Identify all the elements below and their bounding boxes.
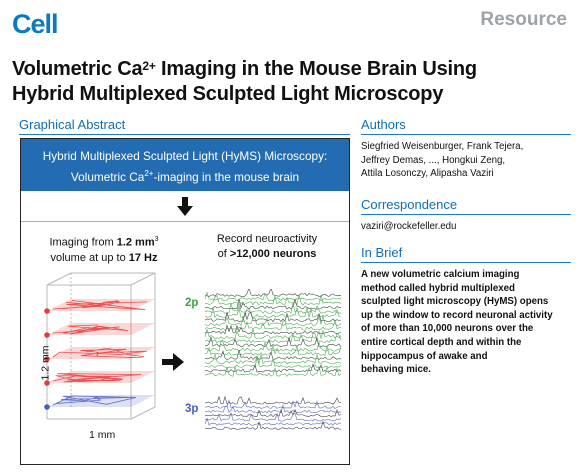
title-line-1: Volumetric Ca2+ Imaging in the Mouse Bra… [12,58,477,80]
banner-line-1: Hybrid Multiplexed Sculpted Light (HyMS)… [42,149,328,163]
beam-focus-dot [44,308,50,314]
depth-label: 1.2 mm [39,345,52,381]
activity-trace [205,357,342,369]
plane-scan-path [52,300,147,311]
activity-trace [205,332,342,344]
three-photon-traces [205,395,342,430]
beam-focus-dot [44,332,50,338]
journal-logo: Cell [12,9,59,39]
in-brief-rule [361,262,571,263]
imaging-volume-cube [44,272,156,420]
activity-trace [205,395,342,405]
activity-trace [205,328,342,340]
correspondence-section: Correspondence vaziri@rockefeller.edu [361,197,571,234]
activity-trace [205,411,342,422]
beam-focus-dot [44,356,50,362]
graphical-abstract-heading: Graphical Abstract [19,117,126,132]
activity-trace [205,311,342,323]
title-line-2: Hybrid Multiplexed Sculpted Light Micros… [12,83,444,105]
banner-line-2: Volumetric Ca2+-imaging in the mouse bra… [70,169,300,184]
two-photon-label: 2p [185,297,199,309]
paper-title: Volumetric Ca2+ Imaging in the Mouse Bra… [12,57,577,107]
activity-trace [205,420,342,430]
activity-trace [205,315,342,327]
activity-trace [205,289,342,298]
activity-trace [205,399,341,409]
activity-trace [205,291,342,302]
authors-list: Siegfried Weisenburger, Frank Tejera, Je… [361,141,524,179]
beam-focus-dot [44,404,50,410]
activity-trace [205,403,342,414]
article-type-label: Resource [480,9,567,30]
plane-scan-path [52,373,142,383]
activity-trace [205,294,342,306]
authors-rule [361,134,571,135]
figure-divider [21,221,349,222]
authors-section: Authors Siegfried Weisenburger, Frank Te… [361,117,571,181]
correspondence-email[interactable]: vaziri@rockefeller.edu [361,221,457,232]
imaging-planes [44,299,155,410]
graphical-abstract-figure: Hybrid Multiplexed Sculpted Light (HyMS)… [20,138,350,465]
correspondence-rule [361,214,571,215]
down-arrow-icon [177,197,193,216]
plane-scan-path [52,347,147,359]
three-photon-label: 3p [185,403,199,415]
imaging-volume-text: Imaging from 1.2 mm3 volume at up to 17 … [49,236,159,264]
activity-trace [205,302,342,314]
beam-focus-dot [44,380,50,386]
record-neurons-text: Record neuroactivity of >12,000 neurons [216,233,318,260]
plane-scan-path [52,324,128,335]
activity-trace [205,318,342,331]
plane-scan-path [52,395,137,406]
width-label: 1 mm [89,429,116,441]
in-brief-section: In Brief A new volumetric calcium imagin… [361,245,571,377]
graphical-abstract-rule [19,134,350,135]
activity-trace [205,344,342,356]
correspondence-heading: Correspondence [361,197,458,212]
activity-trace [205,353,342,365]
activity-trace [205,363,342,373]
figure-banner: Hybrid Multiplexed Sculpted Light (HyMS)… [21,139,349,191]
authors-heading: Authors [361,117,406,132]
activity-trace [205,408,342,418]
two-photon-traces [205,289,342,377]
neural-activity-traces [205,289,342,430]
in-brief-text: A new volumetric calcium imaging method … [361,269,553,376]
activity-trace [205,340,342,352]
activity-trace [205,366,342,377]
activity-trace [205,417,342,426]
right-arrow-icon [162,353,184,371]
in-brief-heading: In Brief [361,245,403,260]
